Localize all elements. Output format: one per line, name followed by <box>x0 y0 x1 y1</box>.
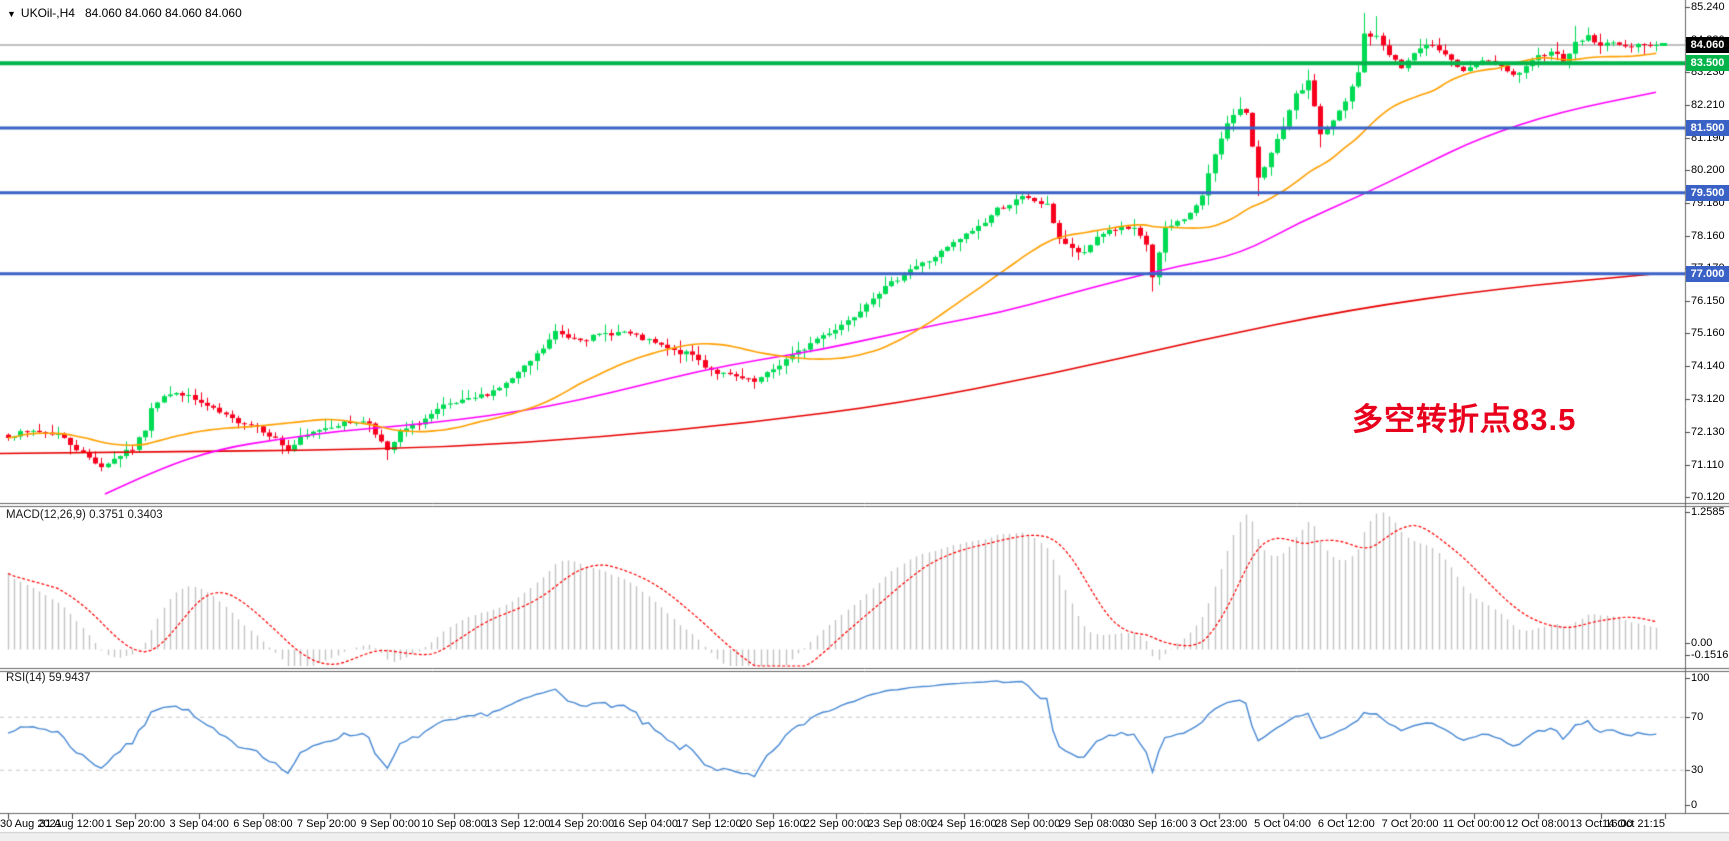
macd-axis-label: 0.00 <box>1691 637 1713 649</box>
time-tick-label: 14 Oct 21:15 <box>1601 818 1665 830</box>
time-tick-label: 13 Sep 12:00 <box>485 818 551 830</box>
time-tick-label: 6 Sep 08:00 <box>233 818 293 830</box>
time-tick-label: 3 Oct 23:00 <box>1190 818 1248 830</box>
price-tag-83.500[interactable]: 83.500 <box>1686 55 1729 72</box>
chevron-down-icon[interactable]: ▼ <box>7 9 16 19</box>
rsi-axis-label: 100 <box>1691 672 1710 684</box>
time-tick-label: 16 Sep 04:00 <box>612 818 679 830</box>
time-tick-label: 9 Sep 00:00 <box>360 818 421 830</box>
time-tick-label: 7 Oct 20:00 <box>1381 818 1439 830</box>
time-tick-label: 7 Sep 20:00 <box>296 818 357 830</box>
price-tick-label: 76.150 <box>1691 295 1725 308</box>
time-tick-label: 22 Sep 00:00 <box>803 818 870 830</box>
symbol-header: ▼ UKOil-,H4 84.060 84.060 84.060 84.060 <box>7 6 242 20</box>
time-tick-label: 30 Sep 16:00 <box>1122 818 1188 830</box>
price-tick-label: 82.210 <box>1691 98 1725 111</box>
time-tick-label: 23 Sep 08:00 <box>867 818 933 830</box>
time-tick-label: 28 Sep 00:00 <box>994 818 1061 830</box>
rsi-axis-label: 0 <box>1691 799 1698 811</box>
price-tick-label: 72.130 <box>1691 425 1725 438</box>
time-tick-label: 20 Sep 16:00 <box>740 818 806 830</box>
time-tick-label: 13 Oct 16:00 <box>1569 818 1633 830</box>
time-tick-label: 1 Sep 20:00 <box>105 818 166 830</box>
annotation-text: 多空转折点83.5 <box>1352 402 1577 437</box>
time-tick-label: 10 Sep 08:00 <box>421 818 487 830</box>
price-tag-77.000[interactable]: 77.000 <box>1686 265 1729 282</box>
time-tick-label: 29 Sep 08:00 <box>1058 818 1125 830</box>
macd-axis-label: 1.2585 <box>1691 506 1725 518</box>
macd-label: MACD(12,26,9) 0.3751 0.3403 <box>6 509 163 521</box>
price-tag-81.500[interactable]: 81.500 <box>1686 119 1729 136</box>
price-tick-label: 75.160 <box>1691 327 1725 340</box>
macd-axis-label: -0.1516 <box>1691 649 1729 661</box>
time-tick-label: 14 Sep 20:00 <box>548 818 615 830</box>
time-tick-label: 5 Oct 04:00 <box>1254 818 1312 830</box>
price-tick-label: 71.110 <box>1691 458 1724 471</box>
price-tick-label: 78.160 <box>1691 230 1725 243</box>
time-tick-label: 17 Sep 12:00 <box>676 818 742 830</box>
price-tick-label: 74.140 <box>1691 360 1725 373</box>
price-tick-label: 85.240 <box>1691 0 1725 13</box>
rsi-axis-label: 30 <box>1691 764 1704 776</box>
rsi-label: RSI(14) 59.9437 <box>6 672 91 684</box>
time-tick-label: 3 Sep 04:00 <box>169 818 229 830</box>
price-tick-label: 73.120 <box>1691 393 1725 406</box>
time-tick-label: 31 Aug 12:00 <box>39 818 105 830</box>
time-tick-label: 30 Aug 2021 <box>0 818 62 830</box>
ohlc-values: 84.060 84.060 84.060 84.060 <box>84 6 242 20</box>
time-tick-label: 6 Oct 12:00 <box>1317 818 1375 830</box>
rsi-axis-label: 70 <box>1691 711 1704 723</box>
symbol-label: UKOil-,H4 <box>20 6 75 20</box>
time-tick-label: 12 Oct 08:00 <box>1506 818 1570 830</box>
time-tick-label: 11 Oct 00:00 <box>1442 818 1505 830</box>
price-tag-84.060: 84.060 <box>1686 37 1729 53</box>
price-tick-label: 80.200 <box>1691 164 1725 177</box>
price-tag-79.500[interactable]: 79.500 <box>1686 184 1729 201</box>
time-tick-label: 24 Sep 16:00 <box>931 818 997 830</box>
price-tick-label: 70.120 <box>1691 490 1725 503</box>
